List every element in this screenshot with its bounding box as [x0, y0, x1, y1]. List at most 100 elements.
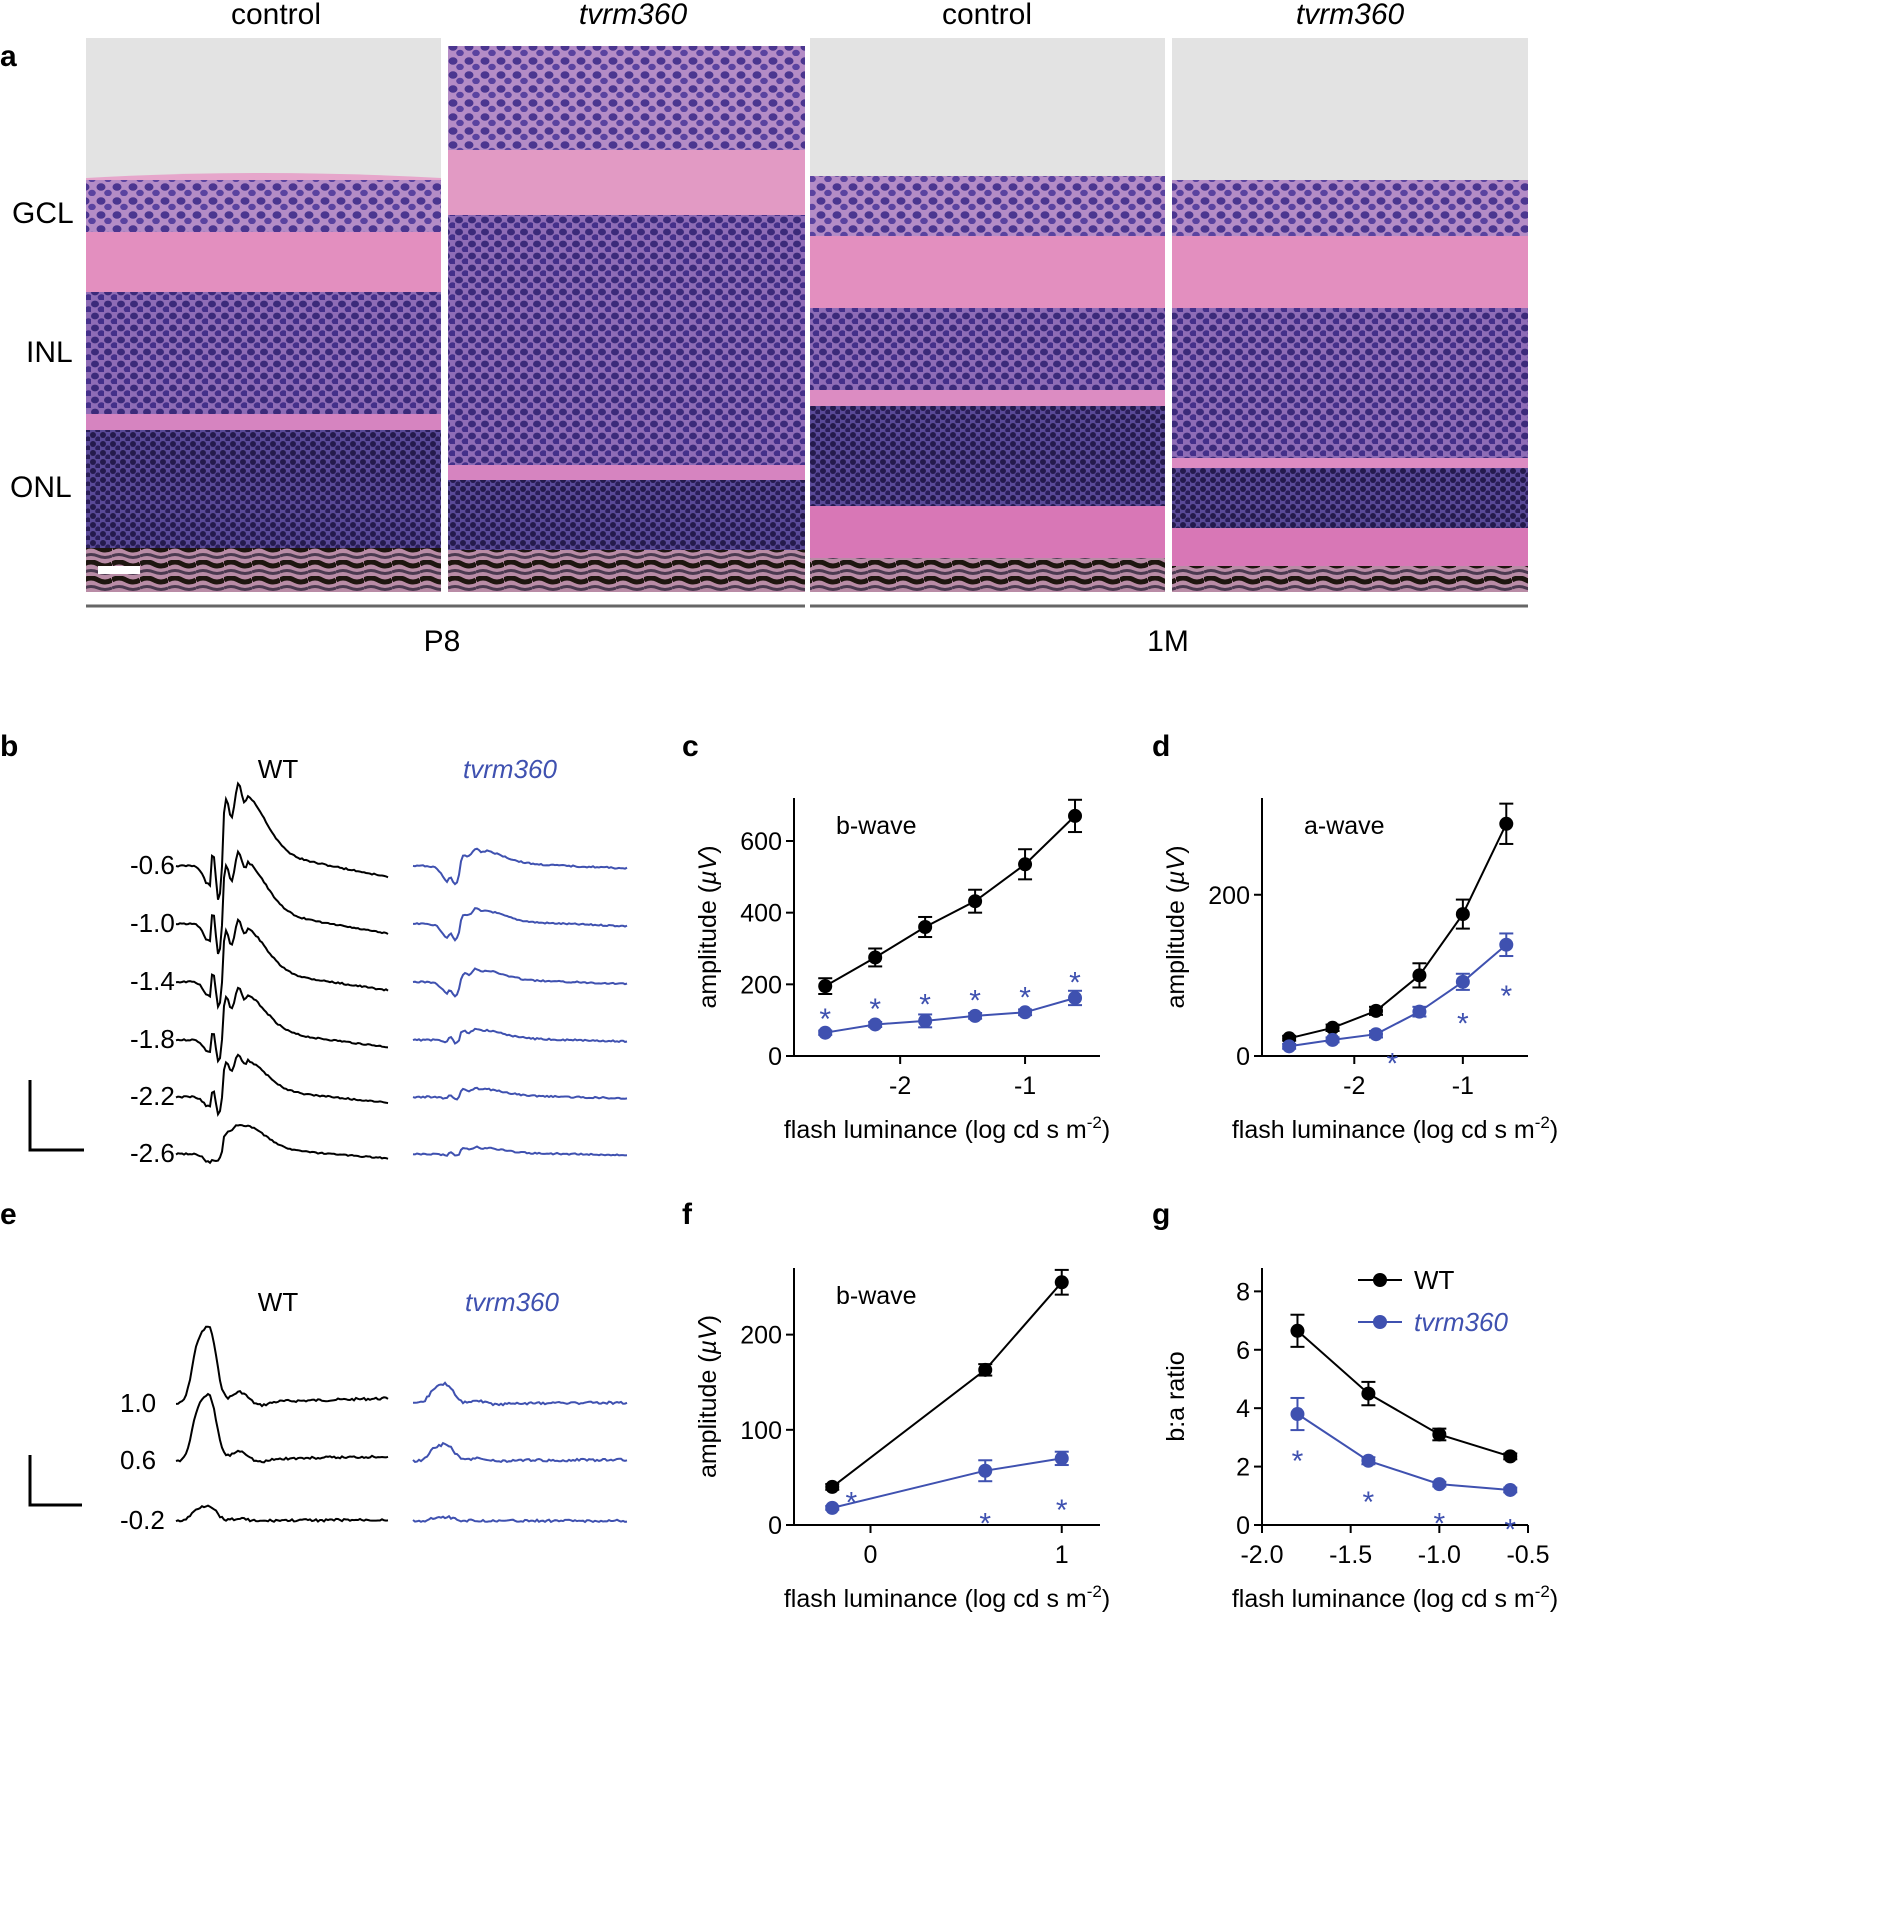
histology-control-p8 [86, 38, 441, 592]
scale-bar [98, 566, 140, 574]
chart-c: 0 200 400 600 -2 -1 flash luminance (log cd s … [694, 798, 1110, 1144]
x-axis-label: flash luminance (log cd s m-2) [784, 1582, 1110, 1613]
panel-c-label: c [682, 730, 699, 763]
intensity-label: -0.6 [130, 850, 175, 880]
x-tick-label: -2 [889, 1072, 911, 1100]
x-tick-label: -1 [1452, 1072, 1474, 1100]
data-point-mutant [1282, 1039, 1297, 1054]
x-axis-label: flash luminance (log cd s m-2) [1232, 1582, 1558, 1613]
chart-title: a-wave [1304, 812, 1385, 840]
data-point-mutant [1412, 1004, 1427, 1019]
y-tick-label: 8 [1236, 1278, 1250, 1306]
y-tick-label: 600 [740, 828, 782, 856]
x-tick-label: -1 [1014, 1072, 1036, 1100]
data-point-mutant [978, 1463, 993, 1478]
erg-trace-wt [175, 1053, 389, 1118]
data-point-mutant [868, 1017, 883, 1032]
intensity-label: -0.2 [120, 1505, 165, 1535]
scale-bar-b [28, 1080, 84, 1152]
series-line-mutant [1296, 1413, 1511, 1491]
significance-star: * [1363, 1486, 1375, 1519]
significance-star: * [979, 1507, 991, 1540]
erg-trace-tvrm360 [412, 1027, 628, 1045]
data-point-wt [1361, 1386, 1376, 1401]
significance-star: * [1292, 1445, 1304, 1478]
y-tick-label: 4 [1236, 1395, 1250, 1423]
data-point-wt [1499, 816, 1514, 831]
erg-trace-tvrm360 [412, 1514, 628, 1524]
y-tick-label: 200 [1208, 882, 1250, 910]
erg-trace-wt [175, 917, 389, 1011]
scale-bar-e [28, 1455, 82, 1507]
panel-f-label: f [682, 1198, 693, 1231]
data-point-mutant [1068, 990, 1083, 1005]
series-line-wt [1288, 823, 1508, 1040]
y-tick-label: 100 [740, 1417, 782, 1445]
histology-tvrm360-1m [1172, 38, 1528, 592]
y-axis-label: amplitude (µV) [694, 845, 722, 1008]
x-tick-label: -1.0 [1418, 1541, 1461, 1569]
x-axis-label: flash luminance (log cd s m-2) [1232, 1113, 1558, 1144]
significance-star: * [846, 1486, 858, 1519]
panel-a-label: a [0, 40, 17, 73]
column-header-1: control [231, 0, 321, 31]
erg-trace-wt [175, 849, 389, 955]
chart-title: b-wave [836, 812, 917, 840]
series-line-wt [824, 815, 1076, 987]
data-point-wt [1412, 968, 1427, 983]
x-tick-label: -0.5 [1506, 1541, 1549, 1569]
data-point-wt [818, 979, 833, 994]
y-tick-label: 0 [1236, 1512, 1250, 1540]
series-line-mutant [832, 1457, 1062, 1509]
intensity-label: 0.6 [120, 1445, 156, 1475]
panel-a: a control tvrm360 control tvrm360 GCL IN… [0, 0, 1528, 658]
data-point-mutant [1290, 1407, 1305, 1422]
group-label-wt: WT [258, 754, 299, 784]
y-tick-label: 2 [1236, 1454, 1250, 1482]
data-point-wt [1455, 907, 1470, 922]
data-point-mutant [918, 1013, 933, 1028]
significance-star: * [1386, 1048, 1398, 1081]
significance-star: * [1500, 980, 1512, 1013]
panel-b-label: b [0, 730, 18, 763]
intensity-label: 1.0 [120, 1388, 156, 1418]
data-point-mutant [1361, 1453, 1376, 1468]
significance-star: * [1069, 966, 1081, 999]
layer-label-gcl: GCL [12, 197, 74, 230]
significance-star: * [919, 989, 931, 1022]
data-point-mutant [1054, 1451, 1069, 1466]
age-label-1m: 1M [1147, 625, 1189, 658]
column-header-3: control [942, 0, 1032, 31]
erg-trace-tvrm360 [413, 1381, 628, 1407]
layer-label-onl: ONL [10, 471, 72, 504]
y-tick-label: 0 [768, 1043, 782, 1071]
histology-control-1m [810, 38, 1165, 592]
x-axis-label: flash luminance (log cd s m-2) [784, 1113, 1110, 1144]
x-tick-label: -2.0 [1240, 1541, 1283, 1569]
data-point-wt [978, 1362, 993, 1377]
erg-trace-tvrm360 [413, 907, 628, 942]
legend-label-wt: WT [1414, 1265, 1455, 1295]
histology-tvrm360-p8 [448, 46, 805, 592]
significance-star: * [1433, 1508, 1445, 1541]
data-point-mutant [825, 1500, 840, 1515]
data-point-mutant [1018, 1005, 1033, 1020]
significance-star: * [869, 993, 881, 1026]
data-point-mutant [968, 1008, 983, 1023]
significance-star: * [1457, 1007, 1469, 1040]
series-line-wt [1296, 1330, 1511, 1458]
group-label-tvrm360-e: tvrm360 [465, 1287, 559, 1317]
data-point-wt [1432, 1427, 1447, 1442]
data-point-wt [825, 1479, 840, 1494]
age-label-p8: P8 [424, 625, 461, 658]
y-axis-label: amplitude (µV) [694, 1315, 722, 1478]
data-point-wt [1369, 1003, 1383, 1018]
data-point-mutant [1325, 1032, 1340, 1047]
column-header-4: tvrm360 [1296, 0, 1405, 31]
column-header-2: tvrm360 [579, 0, 688, 31]
chart-f: 0 100 200 0 1 flash luminance (log cd s m-2) a… [694, 1268, 1110, 1613]
legend-label-mutant: tvrm360 [1414, 1307, 1508, 1337]
erg-trace-tvrm360 [412, 1441, 628, 1464]
layer-label-inl: INL [26, 336, 73, 369]
